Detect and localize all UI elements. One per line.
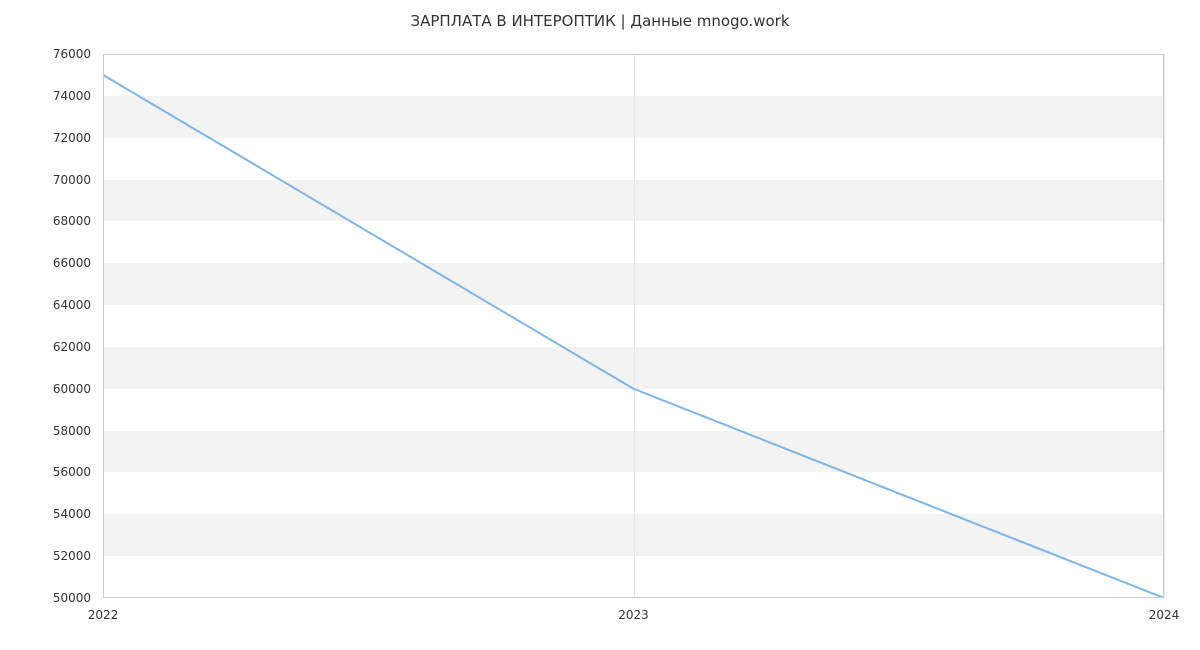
x-tick-label: 2022 xyxy=(88,608,119,622)
salary-chart: ЗАРПЛАТА В ИНТЕРОПТИК | Данные mnogo.wor… xyxy=(0,0,1200,650)
y-tick-label: 60000 xyxy=(0,382,91,396)
y-tick-label: 66000 xyxy=(0,256,91,270)
y-tick-label: 72000 xyxy=(0,131,91,145)
y-tick-label: 70000 xyxy=(0,173,91,187)
y-tick-label: 62000 xyxy=(0,340,91,354)
x-tick-label: 2024 xyxy=(1149,608,1180,622)
plot-area xyxy=(103,54,1164,598)
x-tick-label: 2023 xyxy=(618,608,649,622)
y-tick-label: 54000 xyxy=(0,507,91,521)
y-tick-label: 58000 xyxy=(0,424,91,438)
y-tick-label: 52000 xyxy=(0,549,91,563)
chart-title: ЗАРПЛАТА В ИНТЕРОПТИК | Данные mnogo.wor… xyxy=(0,12,1200,30)
y-tick-label: 50000 xyxy=(0,591,91,605)
y-tick-label: 74000 xyxy=(0,89,91,103)
y-tick-label: 68000 xyxy=(0,214,91,228)
line-series xyxy=(103,54,1164,598)
y-tick-label: 56000 xyxy=(0,465,91,479)
y-tick-label: 64000 xyxy=(0,298,91,312)
series-line xyxy=(103,75,1164,598)
vgrid-line xyxy=(1164,54,1165,598)
y-tick-label: 76000 xyxy=(0,47,91,61)
